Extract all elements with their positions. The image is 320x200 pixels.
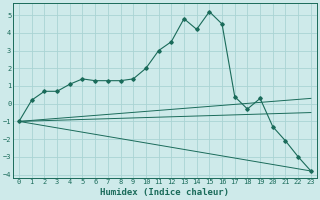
X-axis label: Humidex (Indice chaleur): Humidex (Indice chaleur) [100,188,229,197]
